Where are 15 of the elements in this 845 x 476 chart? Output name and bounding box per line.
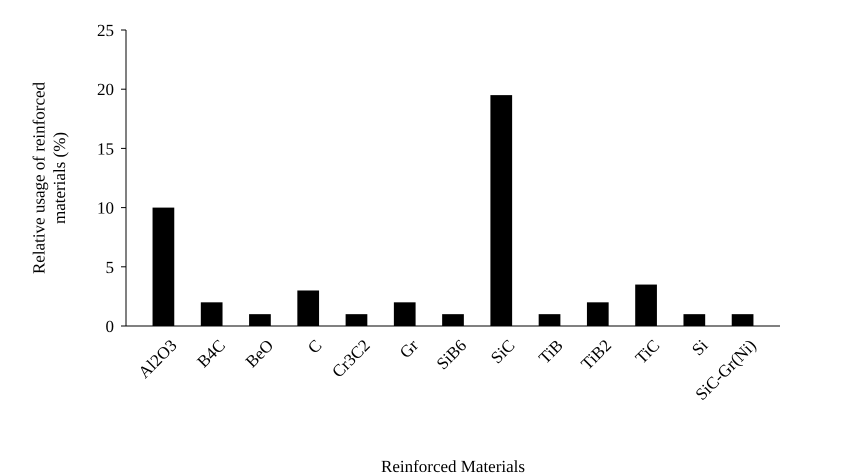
x-tick-label: Gr — [396, 336, 422, 362]
x-tick-label: C — [304, 336, 326, 358]
x-tick-label: BeO — [242, 336, 278, 372]
y-tick-label: 15 — [97, 139, 114, 158]
y-axis-title: Relative usage of reinforced materials (%) — [30, 81, 69, 274]
y-tick-label: 0 — [106, 316, 114, 336]
x-tick-label: TiC — [632, 336, 664, 368]
x-tick-label: B4C — [193, 336, 229, 372]
y-tick-label: 5 — [106, 258, 114, 277]
x-tick-label: TiB — [535, 336, 567, 368]
x-axis-title: Reinforced Materials — [381, 457, 525, 476]
x-tick-label: SiC — [487, 336, 519, 368]
y-tick-label: 25 — [97, 20, 114, 40]
y-tick-label: 10 — [97, 198, 114, 218]
y-tick-label: 20 — [97, 80, 114, 100]
